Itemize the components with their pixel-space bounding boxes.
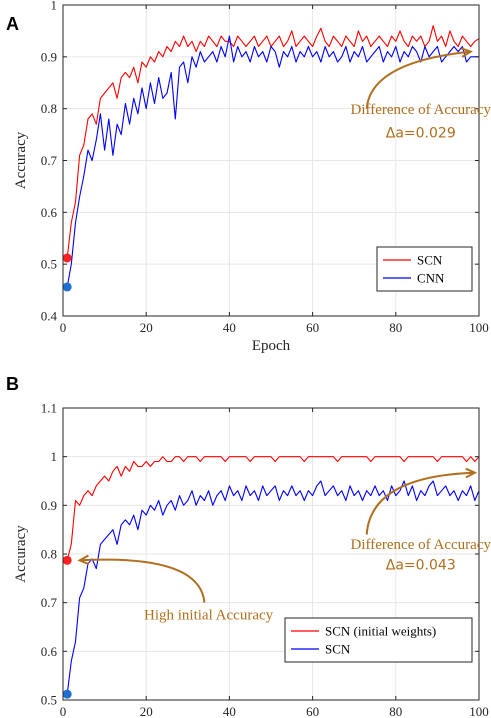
x-axis-label: Epoch: [252, 338, 291, 354]
y-axis-label: Accuracy: [13, 131, 29, 189]
annotation-text: Δa=0.029: [386, 126, 456, 142]
x-tick-label: 60: [306, 320, 319, 335]
start-point-marker: [62, 253, 72, 263]
x-tick-label: 80: [389, 320, 402, 335]
x-tick-label: 40: [223, 704, 236, 718]
y-tick-label: 1: [51, 449, 58, 464]
y-tick-label: 1: [51, 0, 58, 13]
x-tick-label: 100: [469, 704, 489, 718]
legend-label: SCN (initial weights): [325, 624, 436, 639]
x-tick-label: 20: [140, 320, 153, 335]
x-tick-label: 60: [306, 704, 319, 718]
annotation-text: High initial Accuracy: [144, 608, 274, 624]
y-tick-label: 0.7: [41, 595, 58, 610]
annotation-text: Difference of Accuracy: [351, 102, 491, 118]
y-tick-label: 0.4: [41, 309, 58, 324]
arrowhead: [77, 554, 90, 566]
y-tick-label: 0.6: [41, 644, 58, 659]
x-tick-label: 80: [389, 704, 402, 718]
arrowhead: [460, 47, 473, 58]
start-point-marker: [62, 555, 72, 565]
start-point-marker: [62, 282, 72, 292]
legend-label: SCN: [325, 642, 351, 657]
series-line-blue: [66, 480, 480, 695]
x-tick-label: 0: [60, 704, 67, 718]
y-tick-label: 0.7: [41, 153, 58, 168]
x-tick-label: 40: [223, 320, 236, 335]
annotation-text: Δa=0.043: [386, 558, 456, 574]
series-line-red: [66, 25, 480, 258]
legend: SCN (initial weights) SCN: [284, 617, 473, 663]
y-tick-label: 0.6: [41, 205, 58, 220]
arrowhead: [465, 467, 478, 479]
x-tick-label: 20: [140, 704, 153, 718]
legend-label: SCN: [417, 253, 443, 268]
annotation-arrow: [79, 558, 206, 603]
y-axis-label: Accuracy: [13, 525, 29, 583]
y-tick-label: 0.9: [41, 498, 57, 513]
chart-panel-B: 0204060801000.50.60.70.80.911.1EpochAccu…: [6, 374, 491, 718]
y-tick-label: 0.8: [41, 547, 57, 562]
series-line-red: [66, 456, 480, 561]
series-line-blue: [66, 35, 479, 288]
chart-panel-A: 0 20 40 60 80 100 0.4 0.5 0.6 0.7 0.8 0.9 1 Epoch Accu…: [6, 0, 491, 354]
legend-box: [376, 246, 473, 292]
legend-label: CNN: [417, 271, 445, 286]
x-tick-label: 0: [60, 320, 67, 335]
legend-box: [284, 617, 473, 663]
panel-label: B: [6, 374, 19, 394]
start-point-marker: [62, 689, 72, 699]
y-tick-label: 0.8: [41, 101, 57, 116]
panel-label: A: [6, 14, 19, 34]
y-tick-label: 0.5: [41, 257, 57, 272]
y-tick-label: 0.9: [41, 49, 57, 64]
y-tick-label: 1.1: [41, 401, 57, 416]
legend: SCN CNN: [376, 246, 473, 292]
annotation-text: Difference of Accuracy: [351, 537, 491, 553]
annotation-arrow: [365, 50, 471, 109]
x-tick-label: 100: [469, 320, 489, 335]
annotation-arrow: [365, 471, 475, 535]
y-tick-label: 0.5: [41, 693, 57, 708]
